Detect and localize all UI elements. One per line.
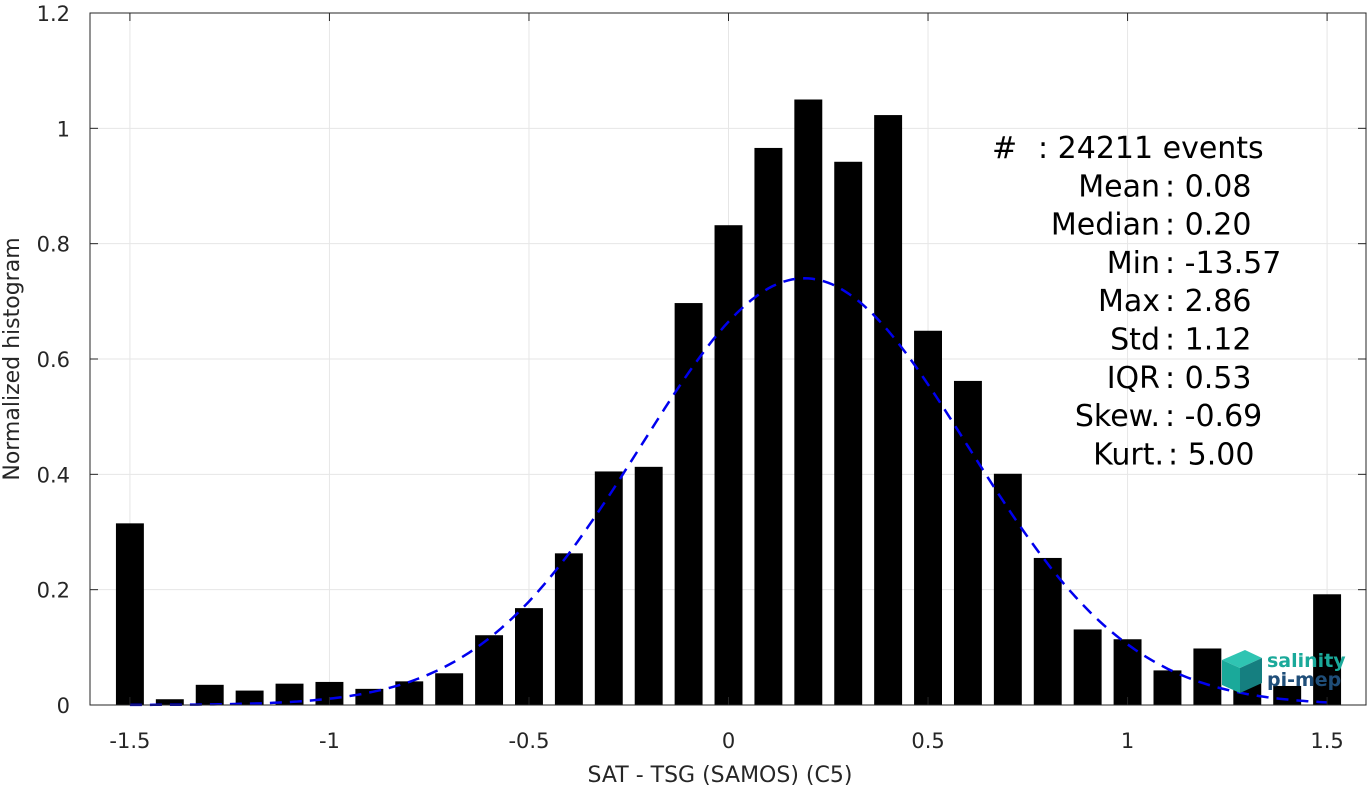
- x-tick-label: -1: [319, 729, 340, 753]
- stat-row: Kurt.: 5.00: [1093, 437, 1254, 472]
- logo-text-salinity: salinity: [1267, 650, 1346, 672]
- stat-value: : 5.00: [1168, 437, 1254, 472]
- histogram-bar: [714, 225, 743, 706]
- y-tick-label: 0.6: [37, 348, 70, 372]
- x-tick-label: -0.5: [508, 729, 549, 753]
- stat-label: IQR: [1107, 361, 1160, 396]
- histogram-bar: [1113, 639, 1142, 705]
- x-axis-label: SAT - TSG (SAMOS) (C5): [588, 763, 853, 785]
- histogram-bar: [993, 473, 1022, 705]
- stat-value: : -13.57: [1165, 246, 1281, 281]
- stat-row: Std: 1.12: [1110, 323, 1251, 358]
- histogram-bar: [634, 466, 663, 705]
- stat-label: Median: [1051, 208, 1160, 243]
- stat-value: : 0.53: [1165, 361, 1251, 396]
- x-tick-label: 0: [722, 729, 735, 753]
- histogram-bar: [554, 553, 583, 705]
- histogram-bar: [115, 523, 144, 705]
- y-tick-label: 0.4: [37, 463, 70, 487]
- stat-row: Min: -13.57: [1107, 246, 1282, 281]
- y-axis-ticks: 0 0.2 0.4 0.6 0.8 1 1.2: [37, 2, 1366, 718]
- histogram-bar: [195, 684, 224, 705]
- stat-label: Mean: [1078, 169, 1160, 204]
- y-tick-label: 1: [57, 117, 70, 141]
- histogram-bar: [235, 690, 264, 705]
- stat-value: : 1.12: [1165, 323, 1251, 358]
- logo-cube-icon: [1222, 650, 1262, 693]
- histogram-bar: [914, 330, 942, 705]
- histogram-bar: [834, 161, 863, 705]
- histogram-bar: [275, 683, 304, 705]
- stat-row: IQR: 0.53: [1107, 361, 1252, 396]
- histogram-bar: [953, 380, 982, 705]
- histogram-bar: [395, 681, 424, 705]
- x-tick-label: -1.5: [109, 729, 150, 753]
- stat-value: : 0.08: [1165, 169, 1251, 204]
- stat-value: : 2.86: [1165, 284, 1251, 319]
- gaussian-fit-curve: [129, 277, 1328, 707]
- salinity-pimep-logo: salinity pi-mep: [1222, 650, 1346, 693]
- stat-value: : -0.69: [1165, 399, 1262, 434]
- histogram-bar: [1193, 648, 1222, 705]
- logo-text-pimep: pi-mep: [1267, 669, 1341, 691]
- stat-value: : 0.20: [1165, 208, 1251, 243]
- stat-label: Max: [1098, 284, 1160, 319]
- y-tick-label: 0.8: [37, 233, 70, 257]
- stat-row: Mean: 0.08: [1078, 169, 1251, 204]
- stat-label: Skew.: [1075, 399, 1160, 434]
- stat-value: : 24211 events: [1038, 131, 1264, 166]
- stat-row: Max: 2.86: [1098, 284, 1251, 319]
- histogram-bar: [794, 99, 823, 705]
- stat-row: # : 24211 events: [992, 131, 1264, 166]
- stat-label: #: [992, 131, 1017, 166]
- stat-label: Std: [1110, 323, 1160, 358]
- x-tick-label: 1: [1121, 729, 1134, 753]
- histogram-bar: [594, 471, 623, 705]
- histogram-bar: [155, 699, 184, 705]
- histogram-bar: [874, 115, 903, 705]
- histogram-bar: [1033, 557, 1062, 705]
- x-axis-ticks: -1.5 -1 -0.5 0 0.5 1 1.5: [109, 13, 1344, 753]
- histogram-bar: [1273, 685, 1302, 705]
- histogram-bar: [355, 688, 384, 705]
- histogram-bars: [115, 99, 1342, 706]
- stat-row: Median: 0.20: [1051, 208, 1252, 243]
- x-tick-label: 1.5: [1310, 729, 1343, 753]
- histogram-bar: [754, 147, 783, 705]
- stat-label: Min: [1107, 246, 1160, 281]
- stat-label: Kurt.: [1093, 437, 1164, 472]
- histogram-bar: [674, 303, 703, 705]
- y-tick-label: 0.2: [37, 579, 70, 603]
- histogram-bar: [1073, 629, 1102, 705]
- histogram-bar: [435, 673, 464, 705]
- stat-row: Skew.: -0.69: [1075, 399, 1262, 434]
- histogram-bar: [1313, 594, 1342, 705]
- histogram-bar: [515, 608, 543, 705]
- x-tick-label: 0.5: [911, 729, 944, 753]
- y-axis-label: Normalized histogram: [0, 237, 25, 480]
- y-tick-label: 0: [57, 694, 70, 718]
- histogram-bar: [315, 681, 344, 705]
- y-tick-label: 1.2: [37, 2, 70, 26]
- histogram-bar: [1153, 670, 1182, 705]
